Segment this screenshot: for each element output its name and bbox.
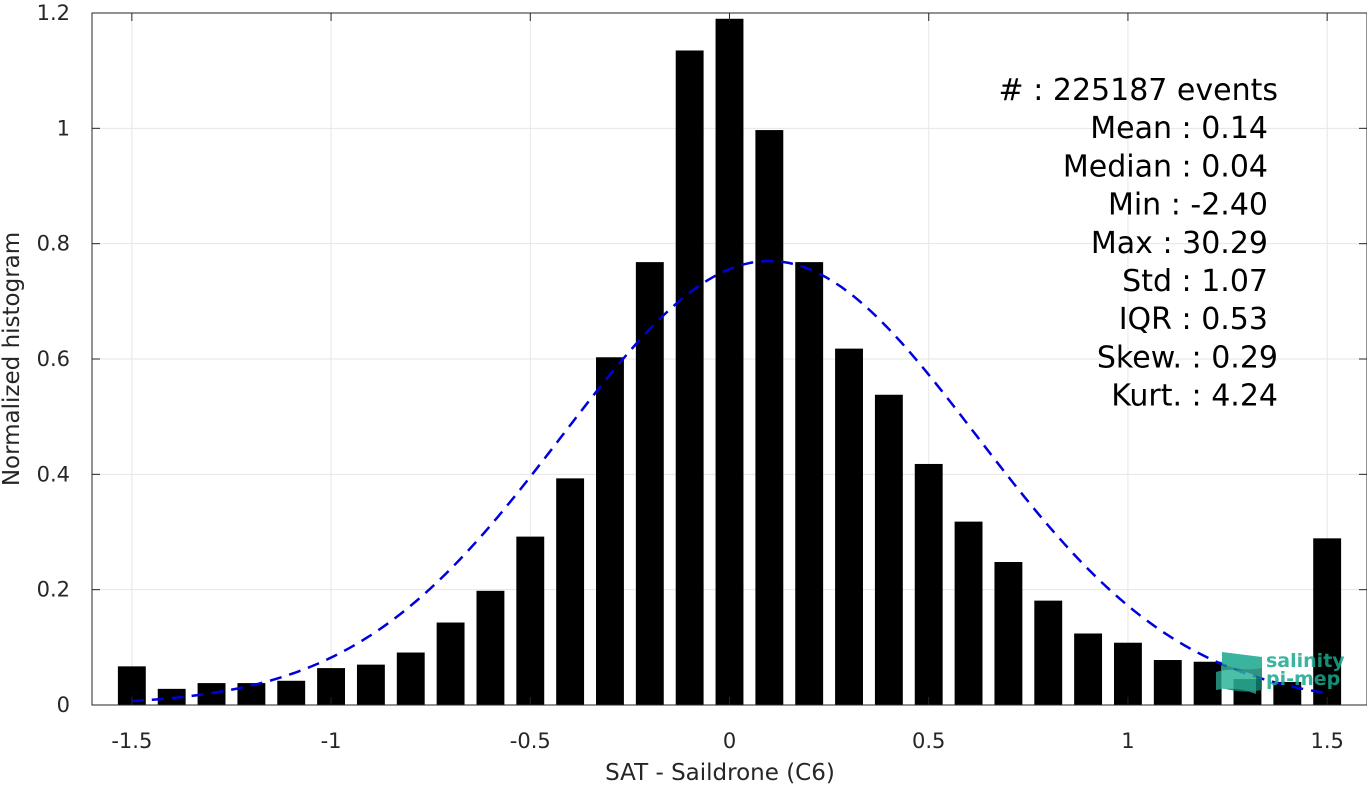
histogram-bar	[396, 652, 425, 705]
histogram-bar	[516, 536, 545, 705]
histogram-bar	[874, 394, 903, 705]
histogram-bar	[715, 18, 744, 706]
stat-line: Kurt. : 4.24	[1111, 379, 1278, 414]
histogram-bar	[755, 130, 784, 705]
y-axis-tick-labels: 0 0.2 0.4 0.6 0.8 1 1.2	[37, 1, 70, 717]
histogram-bar	[237, 683, 266, 705]
histogram-bar	[1153, 660, 1182, 705]
stat-line: Skew. : 0.29	[1097, 340, 1278, 375]
histogram-bar	[277, 680, 306, 705]
x-axis-label: SAT - Saildrone (C6)	[605, 760, 835, 785]
stat-line: Median : 0.04	[1063, 149, 1268, 184]
stat-line: # : 225187 events	[999, 73, 1278, 108]
histogram-bar	[556, 478, 585, 705]
logo-text-salinity: salinity	[1266, 650, 1345, 672]
x-tick-label: 1.5	[1310, 729, 1343, 753]
histogram-bar	[914, 463, 943, 705]
x-tick-label: 1	[1121, 729, 1134, 753]
histogram-bar	[436, 622, 465, 705]
x-tick-label: 0.5	[912, 729, 945, 753]
histogram-bar	[795, 262, 824, 705]
histogram-bar	[356, 664, 385, 705]
histogram-bars	[117, 18, 1342, 706]
axis-ticks	[92, 12, 1367, 706]
histogram-bar	[1313, 538, 1342, 705]
histogram-bar	[954, 521, 983, 705]
x-tick-label: 0	[723, 729, 736, 753]
x-tick-label: -0.5	[510, 729, 551, 753]
gaussian-fit-curve	[131, 259, 1328, 703]
y-tick-label: 0.6	[37, 347, 70, 371]
y-tick-label: 0	[57, 693, 70, 717]
logo-text-pi-mep: pi-mep	[1266, 668, 1340, 690]
histogram-bar	[635, 262, 664, 705]
stat-line: Mean : 0.14	[1090, 111, 1268, 146]
histogram-bar	[675, 50, 704, 705]
stat-line: Max : 30.29	[1091, 226, 1268, 261]
stat-line: Min : -2.40	[1108, 188, 1268, 223]
x-tick-label: -1.5	[111, 729, 152, 753]
histogram-bar	[596, 357, 624, 705]
histogram-bar	[197, 683, 226, 705]
x-axis-tick-labels: -1.5 -1 -0.5 0 0.5 1 1.5	[111, 729, 1344, 753]
y-tick-label: 0.2	[37, 578, 70, 602]
histogram-bar	[1034, 600, 1063, 705]
logo-wave-icon	[1216, 652, 1262, 694]
histogram-bar	[835, 348, 863, 705]
y-tick-label: 1.2	[37, 1, 70, 25]
y-tick-label: 1	[57, 116, 70, 140]
salinity-pi-mep-logo: salinity pi-mep	[1216, 650, 1345, 694]
y-axis-label: Normalized histogram	[0, 232, 25, 486]
histogram-bar	[476, 590, 505, 705]
stat-line: Std : 1.07	[1122, 264, 1268, 299]
y-tick-label: 0.8	[37, 232, 70, 256]
histogram-bar	[994, 561, 1023, 705]
x-tick-label: -1	[321, 729, 342, 753]
stat-line: IQR : 0.53	[1119, 302, 1268, 337]
histogram-bar	[1074, 633, 1103, 705]
y-tick-label: 0.4	[37, 462, 70, 486]
histogram-bar	[1113, 642, 1142, 705]
